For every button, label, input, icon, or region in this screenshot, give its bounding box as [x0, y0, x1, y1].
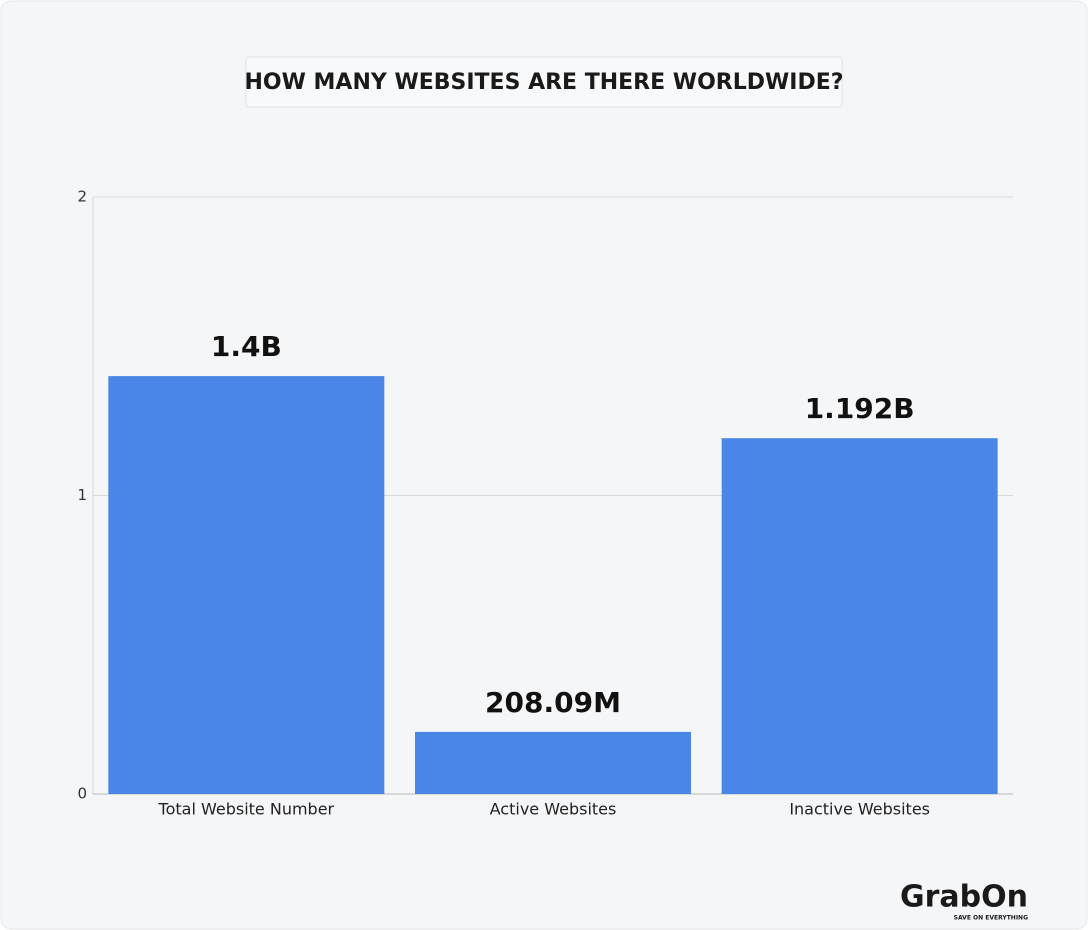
x-tick-label: Total Website Number	[158, 800, 335, 819]
y-tick-label: 2	[77, 188, 87, 206]
x-tick-label: Inactive Websites	[789, 800, 930, 819]
logo-name: GrabOn	[900, 880, 1028, 915]
y-tick-label: 1	[77, 486, 87, 504]
bar	[721, 438, 998, 794]
logo-tagline: SAVE ON EVERYTHING	[954, 915, 1028, 922]
value-label: 208.09M	[485, 686, 621, 719]
chart-title: HOW MANY WEBSITES ARE THERE WORLDWIDE?	[244, 70, 843, 95]
x-tick-label: Active Websites	[490, 800, 617, 819]
bar	[415, 731, 691, 794]
value-label: 1.192B	[805, 392, 915, 425]
bar	[108, 376, 385, 794]
y-tick-label: 0	[77, 785, 87, 803]
value-label: 1.4B	[211, 330, 282, 363]
title-box	[245, 56, 843, 108]
